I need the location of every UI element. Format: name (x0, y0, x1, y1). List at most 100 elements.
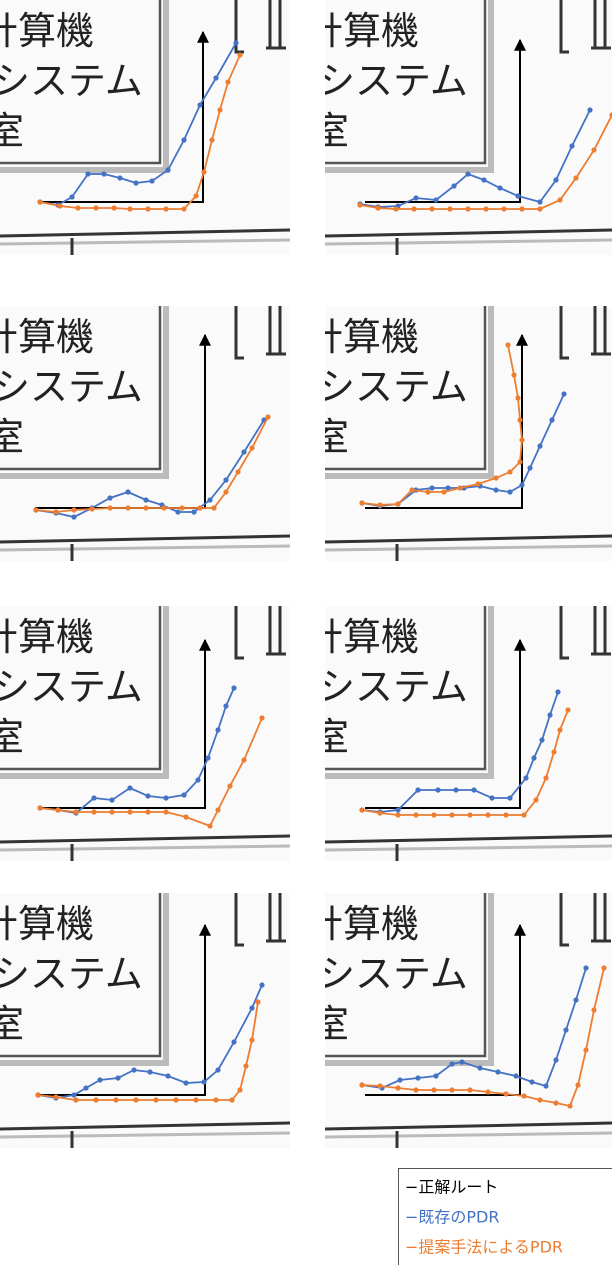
point (243, 1063, 248, 1068)
point (531, 755, 536, 760)
point (537, 199, 542, 204)
point (73, 1097, 78, 1102)
point (175, 509, 180, 514)
point (413, 812, 418, 817)
point (93, 1097, 98, 1102)
point (147, 1069, 152, 1074)
point (573, 175, 578, 180)
point (111, 205, 116, 210)
point (549, 417, 554, 422)
point (231, 1039, 236, 1044)
point (497, 185, 502, 190)
panel: 計算機システム室 (305, 606, 612, 862)
point (527, 465, 532, 470)
point (93, 205, 98, 210)
point (583, 965, 588, 970)
point (567, 1103, 572, 1108)
point (231, 685, 236, 690)
point (227, 783, 232, 788)
point (413, 195, 418, 200)
point (173, 1097, 178, 1102)
point (213, 1097, 218, 1102)
point (127, 809, 132, 814)
point (465, 171, 470, 176)
room-label: システム (317, 59, 468, 103)
point (201, 1079, 206, 1084)
room-label: システム (0, 365, 143, 409)
point (249, 1005, 254, 1010)
legend-entry: −正解ルート (405, 1178, 498, 1197)
point (395, 501, 400, 506)
point (201, 169, 206, 174)
point (107, 505, 112, 510)
point (475, 481, 480, 486)
point (395, 807, 400, 812)
point (493, 475, 498, 480)
point (565, 707, 570, 712)
point (503, 1091, 508, 1096)
point (517, 459, 522, 464)
room-label: システム (317, 365, 468, 409)
point (547, 712, 552, 717)
point (127, 785, 132, 790)
room-label: 計算機 (0, 315, 94, 359)
room-label: 室 (311, 1002, 349, 1046)
point (553, 177, 558, 182)
point (377, 1083, 382, 1088)
room-label: 室 (0, 1002, 24, 1046)
legend: −正解ルート−既存のPDR−提案手法によるPDR (399, 1169, 612, 1265)
point (125, 489, 130, 494)
point (587, 107, 592, 112)
point (33, 507, 38, 512)
point (205, 755, 210, 760)
point (485, 812, 490, 817)
room-label: 計算機 (305, 9, 419, 53)
point (117, 175, 122, 180)
point (71, 514, 76, 519)
point (143, 505, 148, 510)
point (193, 1097, 198, 1102)
point (197, 505, 202, 510)
point (217, 107, 222, 112)
point (513, 1073, 518, 1078)
point (109, 797, 114, 802)
point (265, 414, 270, 419)
point (493, 487, 498, 492)
point (209, 137, 214, 142)
point (235, 469, 240, 474)
point (215, 1067, 220, 1072)
point (197, 102, 202, 107)
room-label: 計算機 (0, 902, 94, 946)
panels: 計算機システム室計算機システム室計算機システム室計算機システム室計算機システム室… (0, 0, 612, 1149)
point (447, 206, 452, 211)
point (411, 206, 416, 211)
point (449, 1087, 454, 1092)
room-label: 計算機 (0, 615, 94, 659)
point (73, 809, 78, 814)
point (131, 1067, 136, 1072)
room-label: システム (0, 59, 143, 103)
room-label: 計算機 (305, 615, 419, 659)
room-label: 室 (0, 715, 24, 759)
point (71, 1092, 76, 1097)
point (55, 807, 60, 812)
point (395, 812, 400, 817)
point (453, 787, 458, 792)
point (161, 505, 166, 510)
panel: 計算機システム室 (305, 0, 612, 256)
point (573, 997, 578, 1002)
point (375, 205, 380, 210)
room-label: 室 (311, 715, 349, 759)
point (521, 1093, 526, 1098)
point (115, 1075, 120, 1080)
point (485, 1089, 490, 1094)
point (515, 193, 520, 198)
point (211, 505, 216, 510)
point (377, 502, 382, 507)
point (75, 205, 80, 210)
panel: 計算機システム室 (0, 893, 290, 1149)
point (225, 79, 230, 84)
point (543, 775, 548, 780)
point (165, 1073, 170, 1078)
